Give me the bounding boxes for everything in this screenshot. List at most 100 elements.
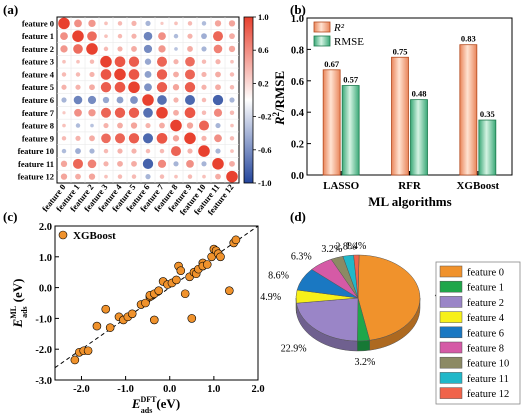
heatmap-cell: [158, 45, 166, 53]
pie-3d-sides: [295, 297, 421, 352]
heatmap-cell: [201, 21, 207, 26]
scatter-point: [149, 315, 159, 325]
heatmap-cell: [89, 71, 95, 78]
heatmap-cell: [174, 21, 178, 26]
heatmap-cell: [143, 44, 153, 54]
heatmap-cell: [62, 59, 66, 64]
heatmap-cell: [201, 135, 207, 141]
pie-legend-label: feature 12: [467, 389, 509, 400]
heatmap-cell: [229, 136, 235, 141]
heatmap-cell: [187, 33, 193, 39]
heatmap-cell: [75, 84, 81, 90]
heatmap-cell: [172, 135, 180, 142]
scatter-point: [83, 346, 93, 356]
heatmap-cell: [213, 44, 223, 54]
heatmap-cell: [201, 33, 207, 40]
bar-y-tick-label: 0.0: [291, 171, 304, 182]
heatmap-cell: [212, 94, 224, 106]
scatter-frame: [54, 225, 259, 381]
heatmap-cell: [186, 122, 194, 129]
heatmap-cell: [156, 106, 168, 119]
heatmap-cell: [128, 81, 140, 94]
heatmap-cell: [184, 107, 196, 119]
heatmap-cell: [198, 145, 210, 157]
bar-y-axis-label: R2/RMSE: [271, 71, 287, 126]
heatmap-cell: [215, 148, 221, 154]
scatter-x-axis-label: EDFT ads (eV): [131, 395, 180, 415]
heatmap-cell: [72, 158, 84, 169]
scatter-point: [127, 309, 137, 319]
heatmap-cell: [130, 96, 138, 104]
heatmap-cell: [60, 173, 68, 180]
heatmap-cell: [61, 84, 67, 90]
legend-label-r2: R²: [333, 22, 345, 34]
heatmap-cell: [157, 159, 167, 168]
heatmap-cell: [131, 160, 137, 167]
scatter-y-tick-label: 0.0: [39, 284, 52, 295]
bar-y-tick-label: 0.8: [291, 45, 304, 56]
heatmap-cell: [187, 148, 193, 154]
heatmap-cell: [117, 174, 123, 179]
pie-slice: [296, 297, 359, 342]
heatmap-cell: [104, 174, 108, 179]
heatmap-cell: [170, 119, 182, 132]
heatmap-cell: [58, 17, 70, 30]
heatmap-cell: [229, 33, 235, 40]
heatmap-cell: [88, 109, 96, 117]
heatmap-cell: [228, 20, 236, 27]
pie-percent-label: 22.9%: [281, 343, 307, 354]
heatmap-cell: [88, 173, 96, 180]
heatmap-cell: [186, 159, 194, 168]
heatmap-cell: [117, 46, 123, 52]
heatmap-cell: [75, 72, 81, 77]
heatmap-cell: [226, 170, 238, 183]
bar-rmse: [410, 99, 428, 176]
heatmap-cell: [173, 59, 179, 65]
heatmap-row-label: feature 11: [18, 159, 54, 169]
heatmap-cell: [184, 94, 196, 106]
heatmap-cell: [117, 148, 123, 154]
heatmap-row-label: feature 2: [22, 44, 54, 54]
pie-slice: [357, 254, 421, 341]
heatmap-row-labels: feature 0 feature 1 feature 2 feature 3 feat…: [18, 18, 55, 181]
heatmap-row-label: feature 3: [22, 57, 54, 67]
panel-label-a: (a): [3, 2, 18, 17]
bar-legend: R² RMSE: [313, 21, 364, 48]
scatter-point: [172, 275, 181, 285]
heatmap-cell: [102, 96, 110, 104]
heatmap-cell: [157, 95, 167, 105]
heatmap-cell: [89, 59, 95, 64]
pie-legend-swatch: [439, 387, 463, 399]
scatter-point: [216, 252, 225, 262]
scatter-point: [176, 266, 186, 275]
heatmap-cell: [114, 133, 126, 144]
heatmap-cell: [116, 96, 124, 104]
bar-y-tick-label: 0.2: [291, 140, 304, 151]
panel-label-b: (b): [290, 2, 306, 17]
scatter-legend-marker: [58, 230, 68, 240]
scatter-point: [202, 260, 212, 269]
scatter-x-tick-label: -1.0: [117, 384, 134, 395]
heatmap-cell: [201, 71, 207, 78]
bar-value-label: 0.75: [393, 46, 408, 56]
pie-legend-label: feature 2: [467, 298, 504, 309]
heatmap-cell: [170, 146, 182, 157]
pie-percent-label: 8.6%: [268, 271, 289, 282]
scatter-points: [70, 235, 241, 365]
scatter-y-axis-label: EML ads(eV): [9, 279, 29, 329]
heatmap-cell: [62, 111, 66, 115]
heatmap-row-label: feature 7: [22, 108, 55, 118]
heatmap-cell: [201, 59, 207, 64]
colorbar: [243, 16, 254, 184]
heatmap-cell: [212, 158, 224, 170]
heatmap-cell: [173, 71, 179, 78]
heatmap-cell: [131, 33, 137, 39]
bar-value-label: 0.83: [461, 34, 476, 44]
heatmap-cell: [201, 46, 207, 52]
scatter-x-tick-label: -2.0: [73, 384, 90, 395]
heatmap-cell: [173, 97, 179, 103]
bar-y-ticks: 0.0 0.2 0.4 0.6 0.8 1.0: [291, 14, 311, 182]
scatter-point: [92, 321, 102, 331]
heatmap-cell: [144, 83, 152, 92]
